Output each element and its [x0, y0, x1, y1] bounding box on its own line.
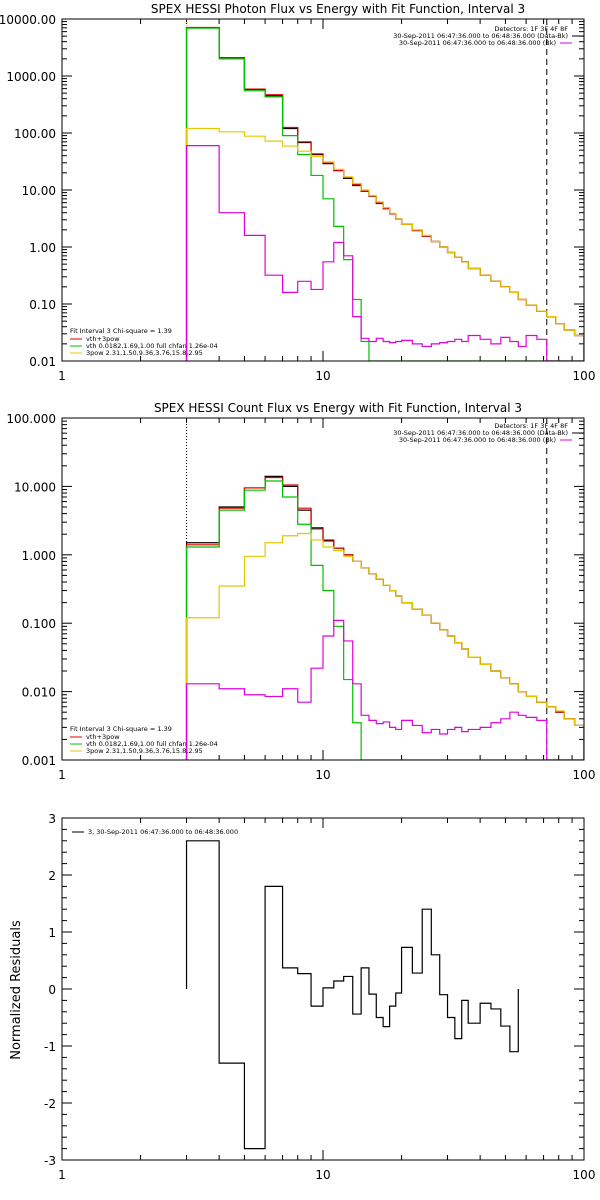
count-fit-3pow-label: 3pow 2.31,1.50,9.36,3.76,15.8,2.95 [86, 747, 203, 755]
series-line [185, 532, 584, 760]
y-tick-label: -2 [44, 1097, 56, 1111]
y-tick-label: -3 [44, 1154, 56, 1168]
photon-fit-vth-label: vth 0.0182,1.69,1.00 full chfan 1.26e-04 [86, 342, 218, 350]
x-tick-label: 10 [315, 768, 330, 782]
photon-header-data-bk: 30-Sep-2011 06:47:36.000 to 06:48:36.000… [393, 32, 568, 40]
series-line [185, 127, 584, 361]
y-tick-label: 3 [48, 812, 56, 826]
y-tick-label: 0.010 [22, 686, 56, 700]
y-tick-label: 10.00 [22, 184, 56, 198]
residuals-y-axis-label: Normalized Residuals [9, 920, 24, 1060]
count-header-data-bk: 30-Sep-2011 06:47:36.000 to 06:48:36.000… [393, 429, 568, 437]
residuals-series [185, 840, 519, 1150]
y-tick-label: 2 [48, 869, 56, 883]
photon-fit-total-label: vth+3pow [86, 335, 120, 343]
series-line [185, 840, 519, 1150]
x-tick-label: 100 [573, 768, 596, 782]
x-tick-label: 10 [315, 369, 330, 383]
y-tick-label: 0.01 [29, 355, 56, 369]
photon-flux-series [185, 26, 584, 361]
x-tick-label: 10 [315, 1168, 330, 1182]
y-tick-label: 0.100 [22, 617, 56, 631]
x-tick-label: 1 [58, 1168, 66, 1182]
x-tick-label: 1 [58, 768, 66, 782]
count-fit-chi-square: Fit Interval 3 Chi-square = 1.39 [70, 725, 172, 733]
residuals-plot-frame [61, 817, 585, 1161]
count-fit-total-label: vth+3pow [86, 733, 120, 741]
series-line [185, 27, 584, 361]
series-line [185, 480, 584, 760]
photon-flux-fit-info: Fit Interval 3 Chi-square = 1.39 vth+3po… [70, 327, 218, 357]
y-tick-label: 100.000 [6, 412, 56, 426]
x-tick-label: 1 [58, 369, 66, 383]
x-tick-label: 100 [573, 1168, 596, 1182]
photon-flux-header: Detectors: 1F 3F 4F 8F 30-Sep-2011 06:47… [393, 25, 584, 47]
photon-fit-3pow-label: 3pow 2.31,1.50,9.36,3.76,15.8,2.95 [86, 349, 203, 357]
photon-flux-panel: SPEX HESSI Photon Flux vs Energy with Fi… [0, 2, 595, 383]
photon-fit-chi-square: Fit Interval 3 Chi-square = 1.39 [70, 327, 172, 335]
y-tick-label: 0.10 [29, 298, 56, 312]
count-header-bk: 30-Sep-2011 06:47:36.000 to 06:48:36.000… [399, 436, 556, 444]
y-tick-label: 10.000 [14, 480, 56, 494]
count-flux-ticks: 1 10 100 0.001 0.010 0.100 1.000 10.000 100.000 [6, 412, 595, 782]
series-line [185, 27, 584, 361]
series-line [185, 475, 584, 760]
y-tick-label: 1000.00 [6, 70, 56, 84]
count-flux-fit-info: Fit Interval 3 Chi-square = 1.39 vth+3po… [70, 725, 218, 755]
series-line [185, 145, 584, 361]
count-flux-panel: SPEX HESSI Count Flux vs Energy with Fit… [6, 401, 595, 782]
series-line [185, 619, 584, 760]
count-header-detectors: Detectors: 1F 3F 4F 8F [494, 422, 568, 430]
photon-header-detectors: Detectors: 1F 3F 4F 8F [494, 25, 568, 33]
y-tick-label: 10000.00 [0, 13, 56, 27]
y-tick-label: 0 [48, 983, 56, 997]
series-line [185, 476, 584, 760]
y-tick-label: 1 [48, 926, 56, 940]
residuals-ticks: 1 10 100 -3 -2 -1 0 1 2 3 [44, 812, 595, 1182]
count-flux-series [185, 475, 584, 760]
count-flux-title: SPEX HESSI Count Flux vs Energy with Fit… [154, 401, 522, 415]
x-tick-label: 100 [573, 369, 596, 383]
y-tick-label: 0.001 [22, 754, 56, 768]
y-tick-label: -1 [44, 1040, 56, 1054]
residuals-panel: Normalized Residuals 1 10 100 -3 -2 -1 0 1 2 3 3,… [9, 812, 595, 1182]
y-tick-label: 1.00 [29, 241, 56, 255]
count-flux-header: Detectors: 1F 3F 4F 8F 30-Sep-2011 06:47… [393, 422, 584, 444]
count-fit-vth-label: vth 0.0182,1.69,1.00 full chfan 1.26e-04 [86, 740, 218, 748]
y-tick-label: 100.00 [14, 127, 56, 141]
count-flux-plot-frame [61, 417, 585, 761]
y-tick-label: 1.000 [22, 549, 56, 563]
residuals-legend-label: 3, 30-Sep-2011 06:47:36.000 to 06:48:36.… [88, 828, 238, 836]
count-flux-vlines [186, 418, 548, 760]
series-line [185, 26, 584, 361]
photon-header-bk: 30-Sep-2011 06:47:36.000 to 06:48:36.000… [399, 39, 556, 47]
photon-flux-plot-frame [61, 18, 585, 362]
photon-flux-title: SPEX HESSI Photon Flux vs Energy with Fi… [151, 2, 525, 16]
